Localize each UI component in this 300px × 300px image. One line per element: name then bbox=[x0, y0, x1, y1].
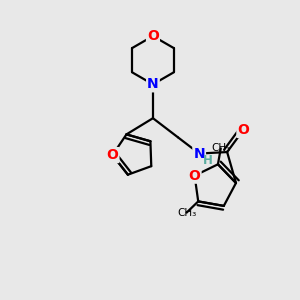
Text: CH₃: CH₃ bbox=[177, 208, 196, 218]
Text: CH₃: CH₃ bbox=[211, 143, 230, 153]
Text: N: N bbox=[147, 77, 159, 91]
Text: O: O bbox=[237, 123, 249, 137]
Text: O: O bbox=[147, 29, 159, 43]
Text: O: O bbox=[106, 148, 119, 162]
Text: N: N bbox=[194, 146, 205, 161]
Text: O: O bbox=[189, 169, 200, 183]
Text: H: H bbox=[202, 154, 212, 166]
